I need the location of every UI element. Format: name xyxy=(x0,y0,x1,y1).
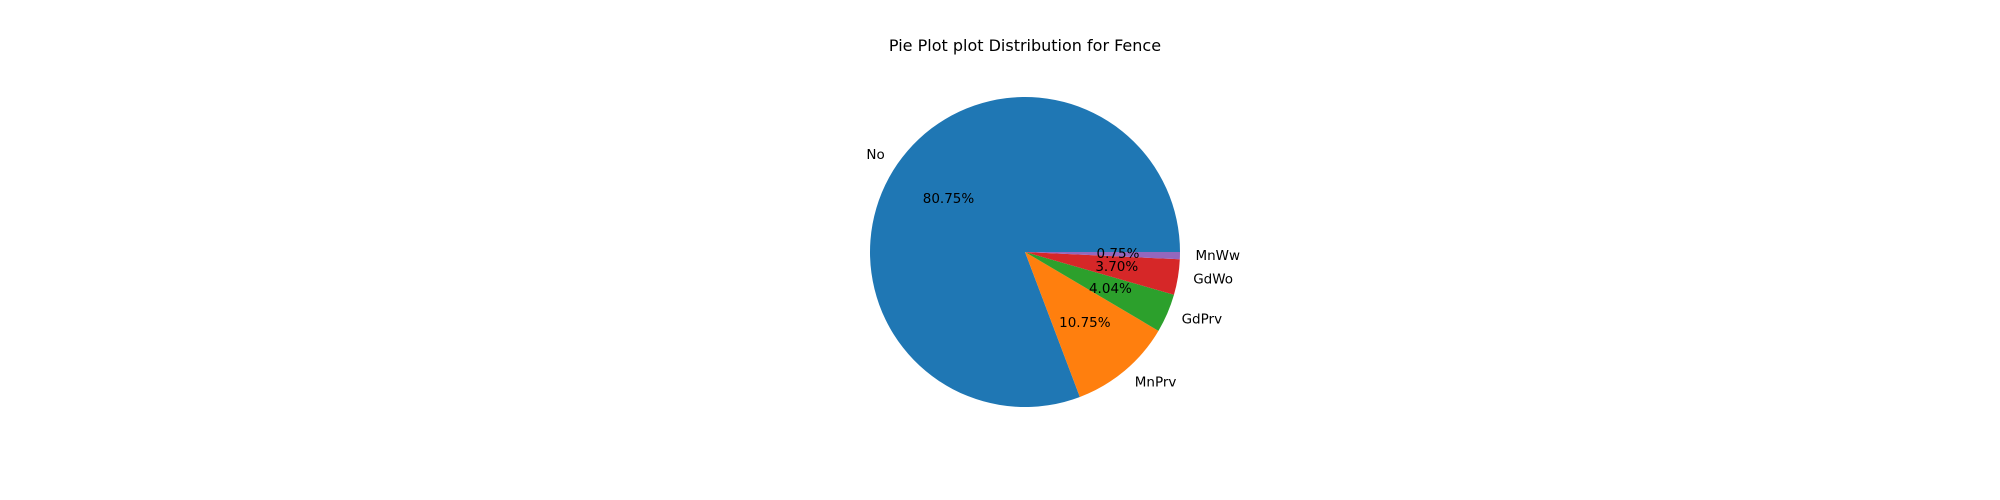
slice-label-mnww: MnWw xyxy=(1195,248,1240,264)
pie-slice-mnprv xyxy=(1025,252,1159,397)
slice-label-gdprv: GdPrv xyxy=(1182,311,1222,327)
pie-category-labels: No MnPrv GdPrv GdWo MnWw xyxy=(866,147,1240,390)
pie-slice-gdwo xyxy=(1025,252,1180,295)
pie-slice-no xyxy=(870,96,1180,407)
pie-slice-mnww xyxy=(1025,252,1180,260)
slice-percent-no: 80.75% xyxy=(923,191,975,207)
slice-label-gdwo: GdWo xyxy=(1193,272,1233,288)
chart-title: Pie Plot plot Distribution for Fence xyxy=(889,36,1161,55)
pie-slices xyxy=(870,96,1180,407)
pie-slice-gdprv xyxy=(1025,252,1174,331)
slice-label-mnprv: MnPrv xyxy=(1135,374,1177,390)
slice-percent-gdprv: 4.04% xyxy=(1089,281,1132,297)
slice-percent-mnww: 0.75% xyxy=(1097,246,1140,262)
slice-percent-gdwo: 3.70% xyxy=(1095,259,1138,275)
slice-percent-mnprv: 10.75% xyxy=(1059,315,1111,331)
slice-label-no: No xyxy=(866,147,884,163)
pie-percent-labels: 80.75% 10.75% 4.04% 3.70%0.75% xyxy=(923,191,1140,331)
